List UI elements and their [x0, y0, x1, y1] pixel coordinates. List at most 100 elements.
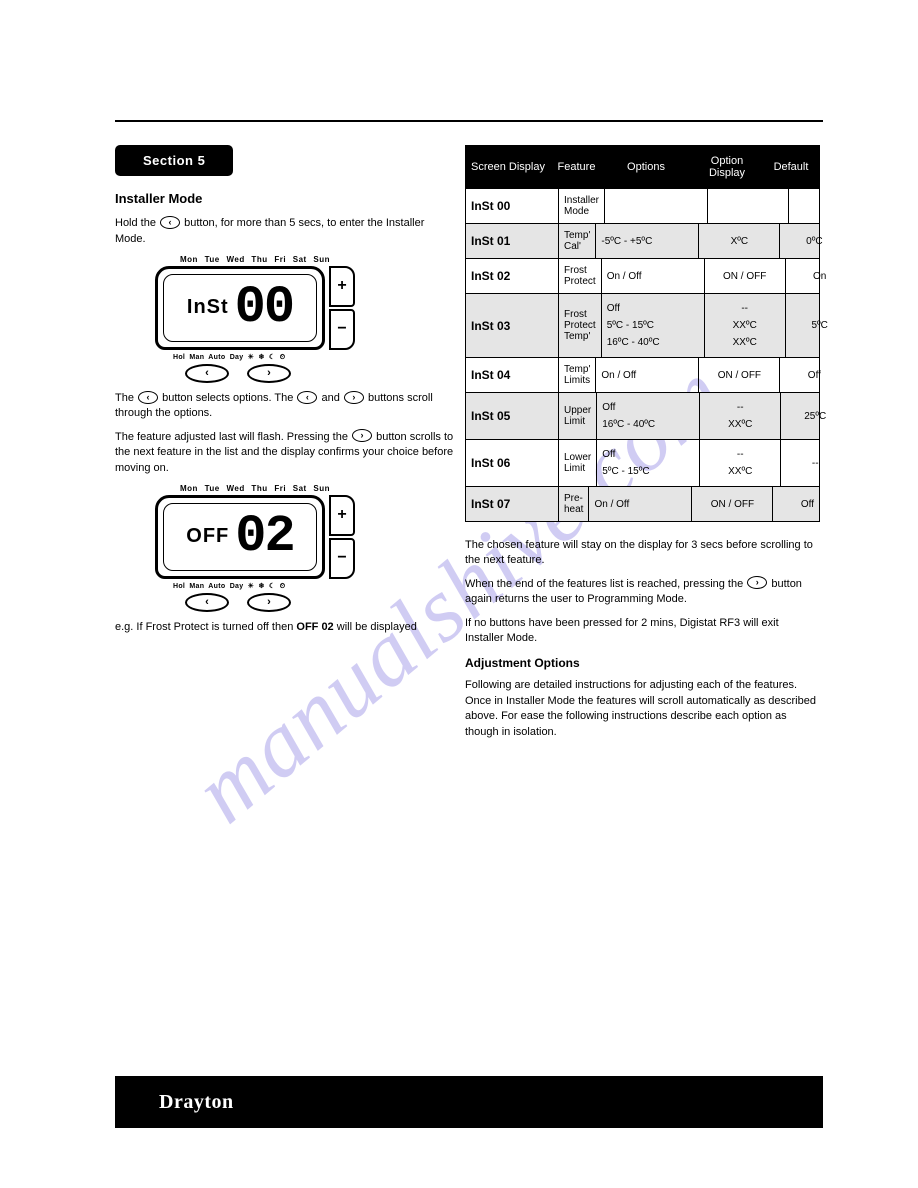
mode-labels: Hol Man Auto Day ☀ ❄ ☾ ⏲ — [173, 582, 355, 591]
cell-default: Off — [773, 487, 841, 521]
cell-feature: Temp' Cal' — [559, 224, 596, 258]
cell-default — [789, 189, 857, 223]
cell-feature: Upper Limit — [559, 393, 597, 439]
cell-screen: InSt 03 — [466, 294, 559, 357]
day-labels: Mon Tue Wed Thu Fri Sat Sun — [155, 484, 355, 493]
cell-screen: InSt 00 — [466, 189, 559, 223]
cell-feature: Temp' Limits — [559, 358, 596, 392]
cell-options: On / Off — [596, 358, 699, 392]
cell-options: Off5ºC - 15ºC — [597, 440, 700, 486]
r-p1: The chosen feature will stay on the disp… — [465, 538, 820, 569]
r-p2: When the end of the features list is rea… — [465, 577, 820, 608]
day-labels: Mon Tue Wed Thu Fri Sat Sun — [155, 255, 355, 264]
p2-a: The — [115, 392, 137, 404]
horizontal-rule — [115, 120, 823, 122]
table-body: InSt 00Installer ModeInSt 01Temp' Cal'-5… — [465, 189, 820, 522]
p2-b: button selects options. The — [162, 392, 296, 404]
table-row: InSt 07Pre-heatOn / OffON / OFFOff — [465, 487, 820, 522]
cell-default: -- — [781, 440, 849, 486]
p3-a: The feature adjusted last will flash. Pr… — [115, 431, 351, 443]
cell-options: On / Off — [589, 487, 692, 521]
cell-screen: InSt 07 — [466, 487, 559, 521]
nav-ovals: ‹ › — [185, 364, 355, 383]
r-sec-p: Following are detailed instructions for … — [465, 678, 820, 740]
screen-big-text: 00 — [235, 282, 293, 334]
nav-left-button: ‹ — [185, 364, 229, 383]
left-arrow-icon: ‹ — [138, 391, 158, 404]
lcd-screen: InSt 00 — [155, 266, 325, 350]
right-column: Screen Display Feature Options Option Di… — [465, 145, 820, 748]
table-row: InSt 02Frost ProtectOn / OffON / OFFOn — [465, 259, 820, 294]
side-buttons: + − — [329, 495, 355, 579]
cell-default: 5ºC — [786, 294, 854, 357]
mode-labels: Hol Man Auto Day ☀ ❄ ☾ ⏲ — [173, 353, 355, 362]
device-body: InSt 00 + − — [155, 266, 355, 350]
footer-bar: Drayton — [115, 1076, 823, 1128]
lcd-screen: OFF 02 — [155, 495, 325, 579]
device-body: OFF 02 + − — [155, 495, 355, 579]
p4-post: will be displayed — [337, 621, 417, 633]
cell-display: --XXºCXXºC — [705, 294, 786, 357]
minus-button: − — [329, 309, 355, 350]
section-badge: Section 5 — [115, 145, 233, 176]
p4-code: OFF 02 — [296, 621, 333, 633]
cell-screen: InSt 04 — [466, 358, 559, 392]
th-display: Option Display — [692, 155, 762, 179]
th-options: Options — [600, 161, 692, 173]
table-row: InSt 05Upper LimitOff16ºC - 40ºC--XXºC25… — [465, 393, 820, 440]
adjustment-options-heading: Adjustment Options — [465, 656, 820, 670]
cell-options: Off16ºC - 40ºC — [597, 393, 700, 439]
nav-left-button: ‹ — [185, 593, 229, 612]
right-arrow-icon: › — [747, 576, 767, 589]
screen-small-text: OFF — [186, 525, 229, 548]
screen-big-text: 02 — [235, 511, 293, 563]
table-row: InSt 00Installer Mode — [465, 189, 820, 224]
cell-display: XºC — [699, 224, 780, 258]
cell-display: ON / OFF — [692, 487, 773, 521]
device-illustration-1: Mon Tue Wed Thu Fri Sat Sun InSt 00 + − … — [155, 255, 355, 383]
installer-mode-heading: Installer Mode — [115, 190, 455, 208]
nav-ovals: ‹ › — [185, 593, 355, 612]
cell-feature: Frost Protect — [559, 259, 602, 293]
p1: Hold the ‹ button, for more than 5 secs,… — [115, 216, 455, 247]
left-column: Section 5 Installer Mode Hold the ‹ butt… — [115, 145, 455, 643]
cell-default: 25ºC — [781, 393, 849, 439]
cell-default: 0ºC — [780, 224, 848, 258]
cell-display: --XXºC — [700, 440, 781, 486]
nav-right-button: › — [247, 593, 291, 612]
cell-display — [708, 189, 789, 223]
nav-right-button: › — [247, 364, 291, 383]
cell-screen: InSt 06 — [466, 440, 559, 486]
right-arrow-icon: › — [352, 429, 372, 442]
p2-c: and — [321, 392, 342, 404]
th-screen: Screen Display — [465, 161, 553, 173]
cell-options: Off5ºC - 15ºC16ºC - 40ºC — [602, 294, 705, 357]
table-row: InSt 01Temp' Cal'-5ºC - +5ºCXºC0ºC — [465, 224, 820, 259]
screen-small-text: InSt — [187, 296, 229, 319]
p4-pre: e.g. If Frost Protect is turned off then — [115, 621, 296, 633]
cell-feature: Frost Protect Temp' — [559, 294, 602, 357]
page: manualshive.com Section 5 Installer Mode… — [0, 0, 918, 1188]
plus-button: + — [329, 495, 355, 536]
cell-display: --XXºC — [700, 393, 781, 439]
p3: The feature adjusted last will flash. Pr… — [115, 430, 455, 476]
cell-display: ON / OFF — [699, 358, 780, 392]
side-buttons: + − — [329, 266, 355, 350]
cell-options — [605, 189, 708, 223]
cell-options: -5ºC - +5ºC — [596, 224, 699, 258]
cell-options: On / Off — [602, 259, 705, 293]
r-p3: If no buttons have been pressed for 2 mi… — [465, 616, 820, 647]
table-row: InSt 04Temp' LimitsOn / OffON / OFFOff — [465, 358, 820, 393]
cell-default: Off — [780, 358, 848, 392]
th-default: Default — [762, 161, 820, 173]
features-table: Screen Display Feature Options Option Di… — [465, 145, 820, 522]
cell-screen: InSt 05 — [466, 393, 559, 439]
p1-a: Hold the — [115, 217, 159, 229]
r-p2-a: When the end of the features list is rea… — [465, 578, 746, 590]
cell-display: ON / OFF — [705, 259, 786, 293]
p2: The ‹ button selects options. The ‹ and … — [115, 391, 455, 422]
cell-feature: Pre-heat — [559, 487, 589, 521]
table-row: InSt 03Frost Protect Temp'Off5ºC - 15ºC1… — [465, 294, 820, 358]
device-illustration-2: Mon Tue Wed Thu Fri Sat Sun OFF 02 + − H… — [155, 484, 355, 612]
footer-brand: Drayton — [159, 1091, 234, 1114]
